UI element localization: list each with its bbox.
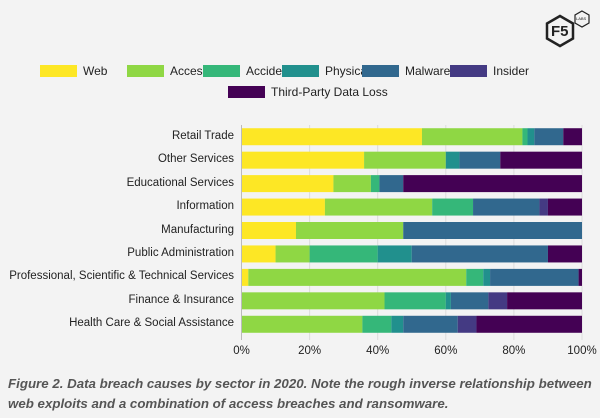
legend-label[interactable]: Access xyxy=(170,64,209,78)
bar-segment xyxy=(403,175,582,193)
legend-label[interactable]: Malware xyxy=(405,64,451,78)
bar-segment xyxy=(488,292,508,310)
bar-segment xyxy=(500,151,582,169)
x-tick-label: 40% xyxy=(366,345,390,357)
bar-segment xyxy=(241,128,422,146)
x-tick-label: 60% xyxy=(434,345,458,357)
legend-label[interactable]: Web xyxy=(83,64,108,78)
bar-segment xyxy=(578,268,582,286)
legend-label[interactable]: Third-Party Data Loss xyxy=(271,85,388,99)
bar-segment xyxy=(483,268,491,286)
bar-segment xyxy=(370,175,380,193)
x-tick-label: 20% xyxy=(298,345,322,357)
bar-segment xyxy=(391,315,404,333)
legend-label[interactable]: Insider xyxy=(493,64,530,78)
bar-segment xyxy=(473,198,540,216)
category-label: Manufacturing xyxy=(161,223,234,236)
bar-segment xyxy=(527,128,535,146)
bar-segment xyxy=(241,198,325,216)
logo: F5 LABS xyxy=(540,8,596,52)
bar-segment xyxy=(333,175,371,193)
category-label: Other Services xyxy=(157,153,234,166)
bar-segment xyxy=(362,315,392,333)
bar-segment xyxy=(295,222,404,239)
category-label: Public Administration xyxy=(127,246,234,259)
bar-segment xyxy=(534,128,564,146)
bar-segment xyxy=(547,245,582,263)
legend-swatch[interactable] xyxy=(40,65,77,77)
category-label: Information xyxy=(176,200,234,213)
bar-segment xyxy=(563,128,582,146)
bar-segment xyxy=(403,315,458,333)
bar-segment xyxy=(241,268,249,286)
bar-segment xyxy=(364,151,446,169)
bar-segment xyxy=(275,245,310,263)
category-label: Educational Services xyxy=(126,176,234,189)
bar-segment xyxy=(241,151,365,169)
category-label: Retail Trade xyxy=(171,129,234,142)
bar-segment xyxy=(248,268,467,286)
bar-segment xyxy=(309,245,378,263)
bar-segment xyxy=(466,268,484,286)
bar-segment xyxy=(445,151,460,169)
bar-segment xyxy=(507,292,582,310)
bar-segment xyxy=(459,151,501,169)
legend-label[interactable]: Physical xyxy=(325,64,370,78)
bar-segment xyxy=(324,198,433,216)
bar-segment xyxy=(241,175,334,193)
bar-segment xyxy=(539,198,548,216)
bar-segment xyxy=(476,315,582,333)
bar-segment xyxy=(522,128,528,146)
x-tick-label: 100% xyxy=(567,345,597,357)
bar-segment xyxy=(450,292,489,310)
bar-segment xyxy=(457,315,477,333)
category-label: Professional, Scientific & Technical Ser… xyxy=(9,270,234,283)
bar-segment xyxy=(421,128,523,146)
category-label: Health Care & Social Assistance xyxy=(69,317,234,330)
bar-segment xyxy=(490,268,579,286)
legend-swatch[interactable] xyxy=(127,65,164,77)
category-label: Finance & Insurance xyxy=(128,293,234,306)
logo-badge: LABS xyxy=(576,16,587,21)
bar-segment xyxy=(403,222,582,239)
legend-swatch[interactable] xyxy=(228,86,265,98)
legend-swatch[interactable] xyxy=(282,65,319,77)
bar-segment xyxy=(241,222,296,239)
x-tick-label: 0% xyxy=(233,345,250,357)
legend-label[interactable]: Accident xyxy=(246,64,293,78)
legend-swatch[interactable] xyxy=(362,65,399,77)
logo-text: F5 xyxy=(551,23,569,40)
bar-segment xyxy=(411,245,548,263)
legend-swatch[interactable] xyxy=(450,65,487,77)
bar-segment xyxy=(377,245,412,263)
bar-segment xyxy=(384,292,446,310)
bar-segment xyxy=(241,292,385,310)
bar-segment xyxy=(445,292,451,310)
figure-caption: Figure 2. Data breach causes by sector i… xyxy=(8,376,592,411)
bar-segment xyxy=(241,245,276,263)
bar-segment xyxy=(432,198,474,216)
bar-segment xyxy=(379,175,404,193)
legend-swatch[interactable] xyxy=(203,65,240,77)
bar-segment xyxy=(241,315,363,333)
bar-segment xyxy=(547,198,582,216)
x-tick-label: 80% xyxy=(502,345,526,357)
